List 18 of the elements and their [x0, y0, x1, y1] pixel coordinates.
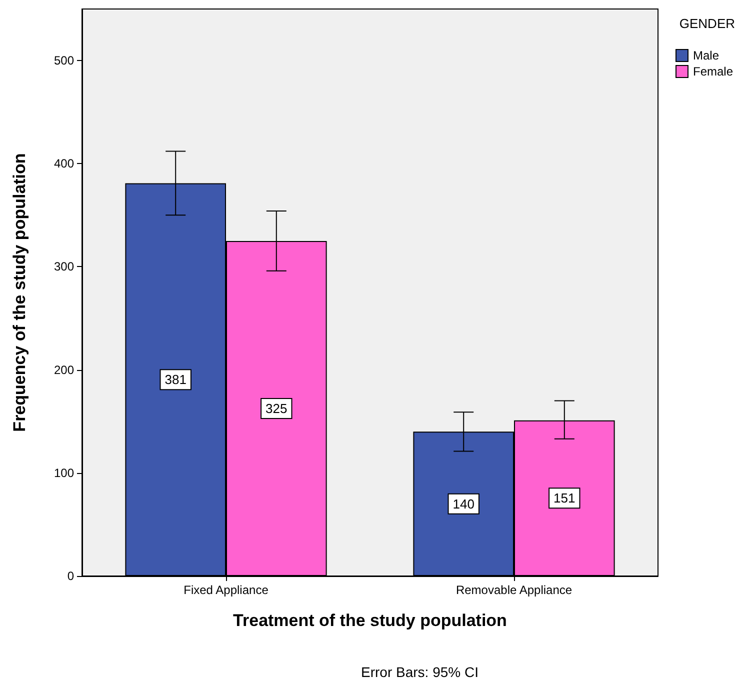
y-tick-label: 400	[54, 156, 74, 171]
x-tick-label: Removable Appliance	[456, 583, 572, 597]
text: Error Bars: 95% CI	[361, 664, 478, 680]
y-tick-label: 100	[54, 466, 74, 480]
data-label: 325	[266, 400, 288, 416]
data-label: 381	[164, 372, 186, 388]
data-label: 151	[554, 490, 576, 506]
legend-label: Male	[692, 48, 720, 62]
y-tick-label: 200	[54, 362, 74, 377]
y-tick-label: 0	[67, 569, 74, 583]
data-label: 140	[452, 496, 474, 512]
legend-title: GENDER	[679, 16, 736, 31]
y-tick-label: 500	[54, 54, 74, 68]
y-tick-label: 300	[54, 260, 74, 274]
y-axis-title: Frequency of the study population	[10, 153, 29, 432]
x-tick-label: Fixed Appliance	[184, 583, 269, 597]
x-axis-title: Treatment of the study population	[233, 611, 507, 630]
legend-label: Female	[692, 64, 734, 78]
